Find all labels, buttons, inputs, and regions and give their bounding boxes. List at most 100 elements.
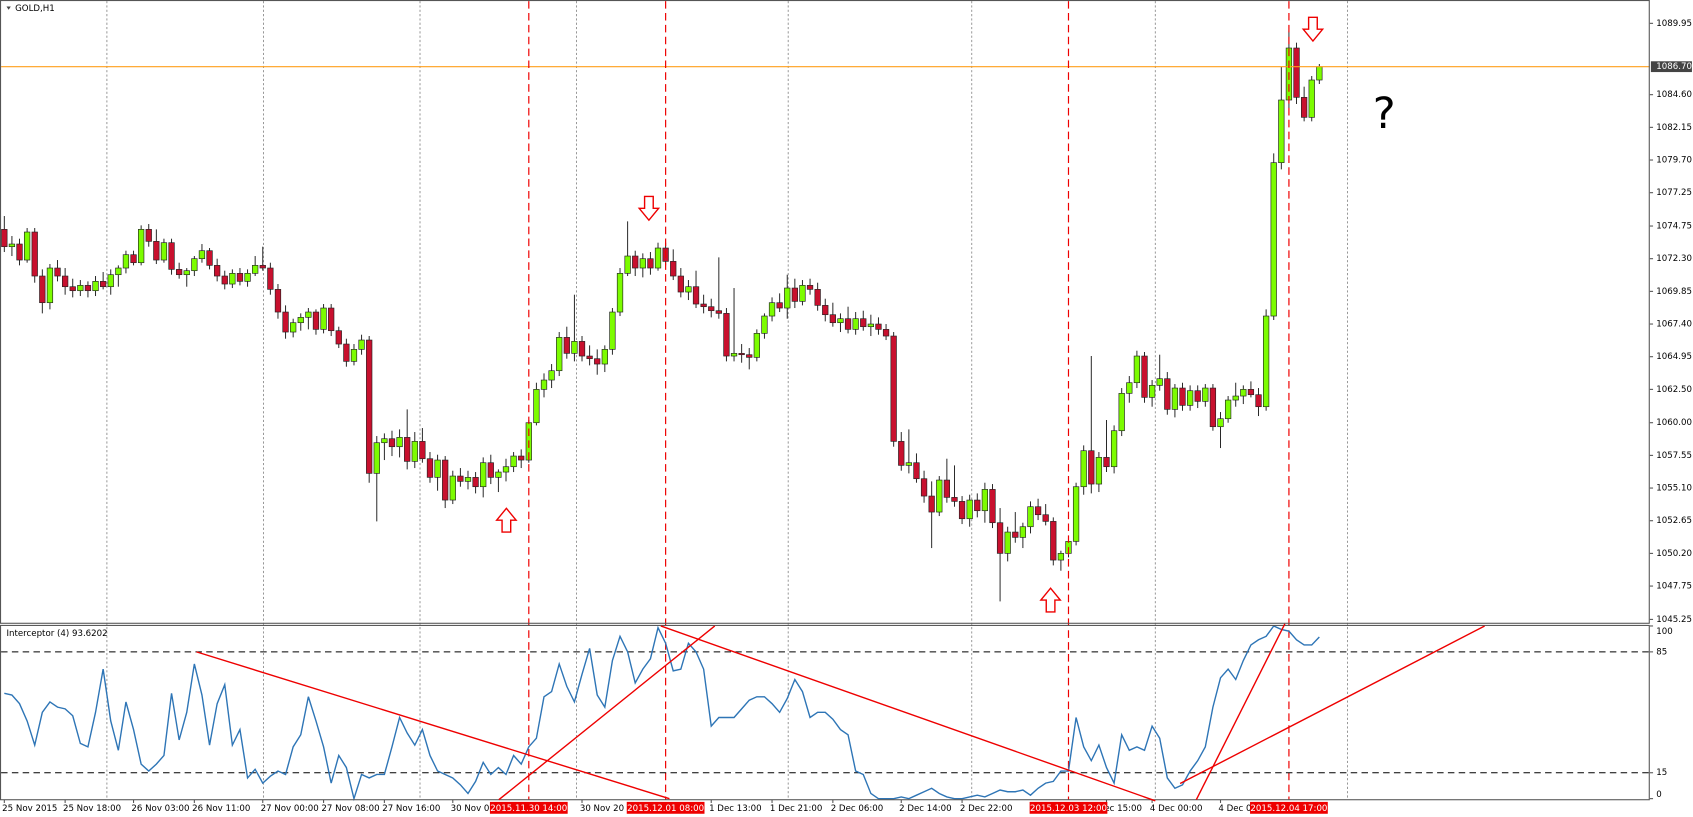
y-tick-label: 1067.40: [1656, 320, 1692, 330]
candle-body: [624, 255, 631, 274]
candle-body: [168, 242, 175, 270]
candle-body: [191, 258, 198, 272]
candle-body: [738, 353, 745, 356]
y-tick-label: 1064.95: [1656, 352, 1692, 362]
candle-body: [244, 273, 251, 282]
candle-body: [183, 270, 190, 276]
candle-body: [654, 247, 662, 269]
candle-body: [761, 315, 768, 334]
candle-body: [8, 243, 16, 248]
y-tick-label: 85: [1656, 647, 1667, 657]
candle-body: [692, 286, 700, 305]
candle-body: [290, 322, 297, 333]
candle-body: [229, 273, 236, 285]
candle-body: [1202, 387, 1209, 402]
candle-body: [510, 455, 517, 468]
candle-body: [31, 231, 38, 277]
candle-body: [1012, 531, 1019, 538]
y-tick-label: 1060.00: [1656, 418, 1692, 428]
candle-body: [1224, 399, 1232, 420]
candle-body: [312, 311, 320, 330]
candle-body: [784, 287, 791, 309]
y-tick-label: 0: [1656, 790, 1662, 800]
candle-body: [837, 318, 844, 324]
y-tick-label: 1057.55: [1656, 451, 1692, 461]
candle-body: [875, 323, 882, 330]
candle-body: [1133, 355, 1141, 384]
candle-body: [366, 339, 373, 474]
candle-body: [1072, 486, 1080, 542]
x-tick-label: 26 Nov 03:00: [131, 804, 189, 814]
candle-body: [388, 438, 396, 448]
trend-line: [196, 651, 670, 800]
y-tick-label: 1089.95: [1656, 19, 1692, 29]
candle-body: [974, 499, 981, 512]
x-tick-label: 2 Dec 06:00: [831, 804, 884, 814]
y-tick-label: 1045.25: [1656, 615, 1692, 625]
candle-body: [715, 310, 722, 314]
candle-body: [677, 275, 684, 293]
candle-body: [981, 489, 989, 512]
annotations: ? GOLD,H1 Interceptor (4) 93.6202: [6, 4, 1485, 802]
candle-body: [844, 318, 852, 330]
menu-triangle: [6, 6, 11, 10]
candle-body: [1057, 553, 1065, 561]
x-tick-label: 4 Dec 0: [1218, 804, 1251, 814]
candle-body: [700, 303, 707, 308]
trend-line: [1195, 623, 1286, 801]
candle-body: [943, 479, 951, 498]
candle-body: [1141, 355, 1148, 398]
candle-body: [16, 243, 23, 261]
candle-body: [882, 329, 890, 337]
candle-body: [1164, 378, 1171, 410]
candle-body: [411, 441, 418, 462]
candle-body: [533, 389, 540, 424]
event-date-label: 2015.12.03 12:00: [1030, 804, 1107, 814]
candle-body: [1110, 430, 1118, 468]
candle-body: [1034, 506, 1042, 516]
candle-body: [1095, 457, 1103, 485]
candle-body: [434, 459, 441, 478]
candle-body: [69, 286, 76, 292]
candle-body: [601, 349, 608, 365]
candle-body: [951, 497, 958, 502]
indicator-frame: [0, 624, 1650, 801]
up-arrow: [495, 507, 518, 533]
candle-body: [404, 437, 411, 462]
candle-body: [670, 261, 677, 277]
candle-body: [1308, 79, 1315, 118]
candle-body: [442, 459, 449, 501]
x-tick-label: 2 Dec 14:00: [899, 804, 952, 814]
candle-body: [320, 307, 327, 330]
event-date-box: [489, 801, 568, 814]
candle-body: [1209, 387, 1217, 428]
y-tick-label: 1050.20: [1656, 549, 1692, 559]
candle-body: [1027, 506, 1034, 528]
candle-body: [358, 339, 365, 350]
x-tick-label: 25 Nov 18:00: [63, 804, 121, 814]
up-arrow: [1039, 587, 1062, 613]
event-date-label: 2015.12.01 08:00: [627, 804, 704, 814]
candle-body: [221, 275, 228, 285]
candle-body: [145, 229, 152, 242]
candle-body: [958, 501, 966, 520]
candle-body: [594, 358, 601, 365]
down-arrow: [637, 195, 661, 222]
x-tick-label: 1 Dec 21:00: [770, 804, 823, 814]
y-tick-label: 15: [1656, 768, 1667, 778]
candle-body: [350, 349, 358, 362]
candle-body: [502, 466, 510, 473]
candle-body: [806, 285, 814, 290]
candle-body: [936, 479, 943, 513]
candle-body: [396, 437, 403, 448]
candle-body: [1316, 66, 1323, 81]
candle-body: [274, 289, 282, 313]
current-price-label: 1086.70: [1656, 62, 1692, 72]
candle-body: [799, 285, 806, 302]
candle-body: [46, 267, 54, 304]
candle-body: [1148, 385, 1156, 398]
candle-body: [138, 229, 145, 264]
x-tick-label: 26 Nov 11:00: [192, 804, 250, 814]
